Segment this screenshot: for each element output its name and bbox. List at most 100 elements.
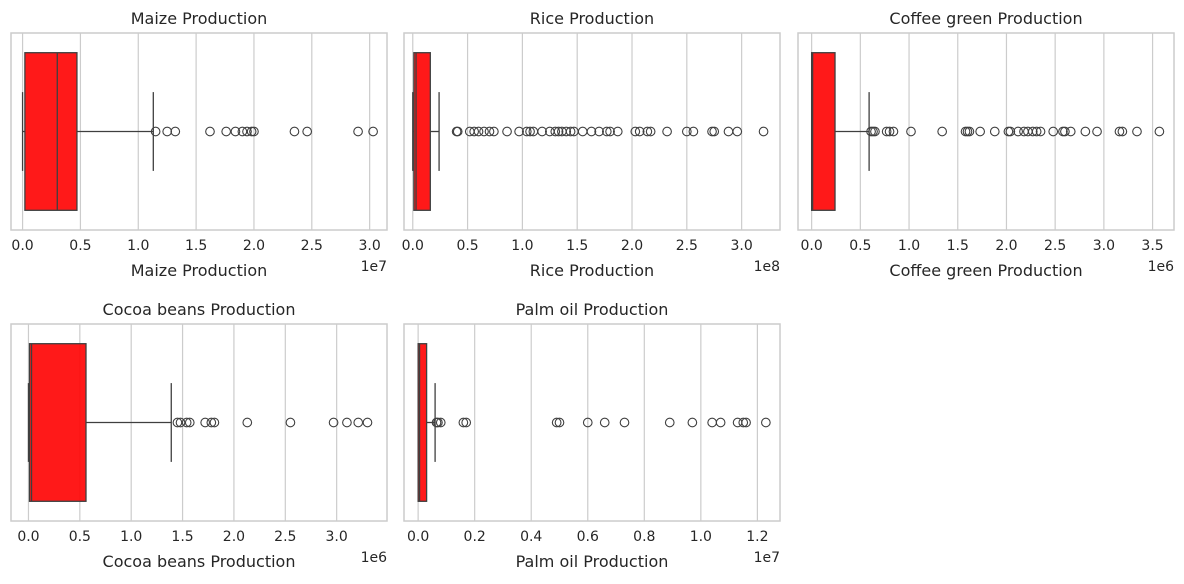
x-tick-label: 2.0: [243, 238, 265, 254]
outlier-point: [550, 126, 561, 137]
outlier-point: [469, 126, 480, 137]
outlier-point: [1027, 126, 1038, 137]
x-tick-label: 0.0: [402, 238, 424, 254]
outlier-point: [353, 126, 363, 137]
outlier-point: [687, 417, 698, 428]
outlier-point: [514, 126, 524, 137]
x-axis-label: Maize Production: [131, 261, 268, 280]
x-tick-label: 0.5: [69, 238, 91, 254]
outlier-point: [502, 126, 512, 137]
outlier-point: [758, 126, 769, 137]
subplot-5: 0.0 0.2 0.4 0.6 0.8 1.0 1.2 Palm oil Production…: [403, 300, 781, 571]
box-iqr: [417, 343, 428, 502]
subplot-title: Cocoa beans Production: [103, 300, 296, 319]
outlier-point: [561, 126, 572, 137]
outlier-point: [565, 126, 576, 137]
outlier-point: [1117, 126, 1128, 137]
subplot-3: 0.0 0.5 1.0 1.5 2.0 2.5 3.0 3.5 Coffee green Pro…: [797, 9, 1175, 280]
plot-frame: [403, 32, 781, 231]
outlier-point: [881, 126, 892, 137]
subplot-title: Palm oil Production: [516, 300, 669, 319]
outlier-point: [937, 126, 948, 137]
x-tick-label: 0.4: [520, 529, 542, 545]
outlier-point: [484, 126, 495, 137]
outlier-point: [209, 417, 220, 428]
outlier-point: [664, 417, 675, 428]
x-offset-label: 1e6: [1148, 259, 1175, 275]
x-tick-label: 0.5: [69, 529, 91, 545]
outlier-point: [205, 126, 215, 137]
outlier-point: [242, 126, 252, 137]
outlier-point: [452, 126, 463, 137]
outlier-point: [150, 126, 161, 137]
x-tick-label: 1.0: [511, 238, 533, 254]
box-iqr: [810, 52, 836, 211]
outlier-point: [249, 126, 259, 137]
outlier-point: [433, 417, 443, 428]
outlier-point: [884, 126, 895, 137]
outlier-point: [619, 417, 630, 428]
x-tick-label: 1.5: [185, 238, 207, 254]
x-tick-label: 3.0: [326, 529, 348, 545]
x-tick-label: 1.2: [746, 529, 768, 545]
outlier-point: [1035, 126, 1046, 137]
x-tick-label: 0.2: [464, 529, 486, 545]
outlier-point: [989, 126, 1000, 137]
x-tick-label: 3.5: [1141, 238, 1163, 254]
outlier-point: [642, 126, 653, 137]
x-tick-label: 2.5: [274, 529, 296, 545]
outlier-point: [634, 126, 645, 137]
x-tick-label: 1.0: [120, 529, 142, 545]
outlier-point: [435, 417, 446, 428]
outlier-point: [1013, 126, 1023, 137]
outlier-point: [761, 417, 771, 428]
outlier-point: [1132, 126, 1142, 137]
x-tick-label: 0.0: [407, 529, 429, 545]
x-tick-label: 0.0: [801, 238, 823, 254]
outlier-point: [170, 126, 181, 137]
outlier-point: [206, 417, 217, 428]
x-tick-label: 0.5: [849, 238, 871, 254]
outlier-point: [1065, 126, 1076, 137]
outlier-point: [594, 126, 604, 137]
x-tick-label: 3.0: [359, 238, 381, 254]
x-tick-label: 1.5: [947, 238, 969, 254]
outlier-point: [246, 126, 257, 137]
x-tick-label: 0.6: [577, 529, 599, 545]
outlier-point: [630, 126, 641, 137]
outlier-point: [612, 126, 623, 137]
x-tick-label: 3.0: [730, 238, 752, 254]
outlier-point: [181, 417, 192, 428]
box-iqr: [413, 52, 431, 211]
outlier-point: [458, 417, 469, 428]
plot-frame: [10, 323, 388, 522]
outlier-point: [237, 126, 248, 137]
outlier-point: [521, 126, 532, 137]
outlier-point: [200, 417, 211, 428]
outlier-point: [461, 417, 472, 428]
x-tick-label: 2.0: [223, 529, 245, 545]
outlier-point: [230, 126, 241, 137]
outlier-point: [285, 417, 296, 428]
outlier-point: [888, 126, 899, 137]
x-tick-label: 0.5: [456, 238, 478, 254]
outlier-point: [302, 126, 313, 137]
outlier-point: [172, 417, 183, 428]
outlier-point: [175, 417, 186, 428]
outlier-point: [184, 417, 195, 428]
plot-area: [404, 33, 780, 230]
outlier-point: [964, 126, 975, 137]
outlier-point: [599, 417, 610, 428]
outlier-point: [1154, 126, 1165, 137]
x-tick-label: 2.5: [676, 238, 698, 254]
x-offset-label: 1e8: [754, 259, 780, 275]
outlier-point: [738, 417, 749, 428]
x-tick-label: 1.0: [690, 529, 712, 545]
outlier-point: [975, 126, 986, 137]
outlier-point: [709, 126, 720, 137]
outlier-point: [342, 417, 352, 428]
outlier-point: [645, 126, 656, 137]
outlier-point: [551, 417, 562, 428]
x-tick-label: 1.5: [171, 529, 193, 545]
